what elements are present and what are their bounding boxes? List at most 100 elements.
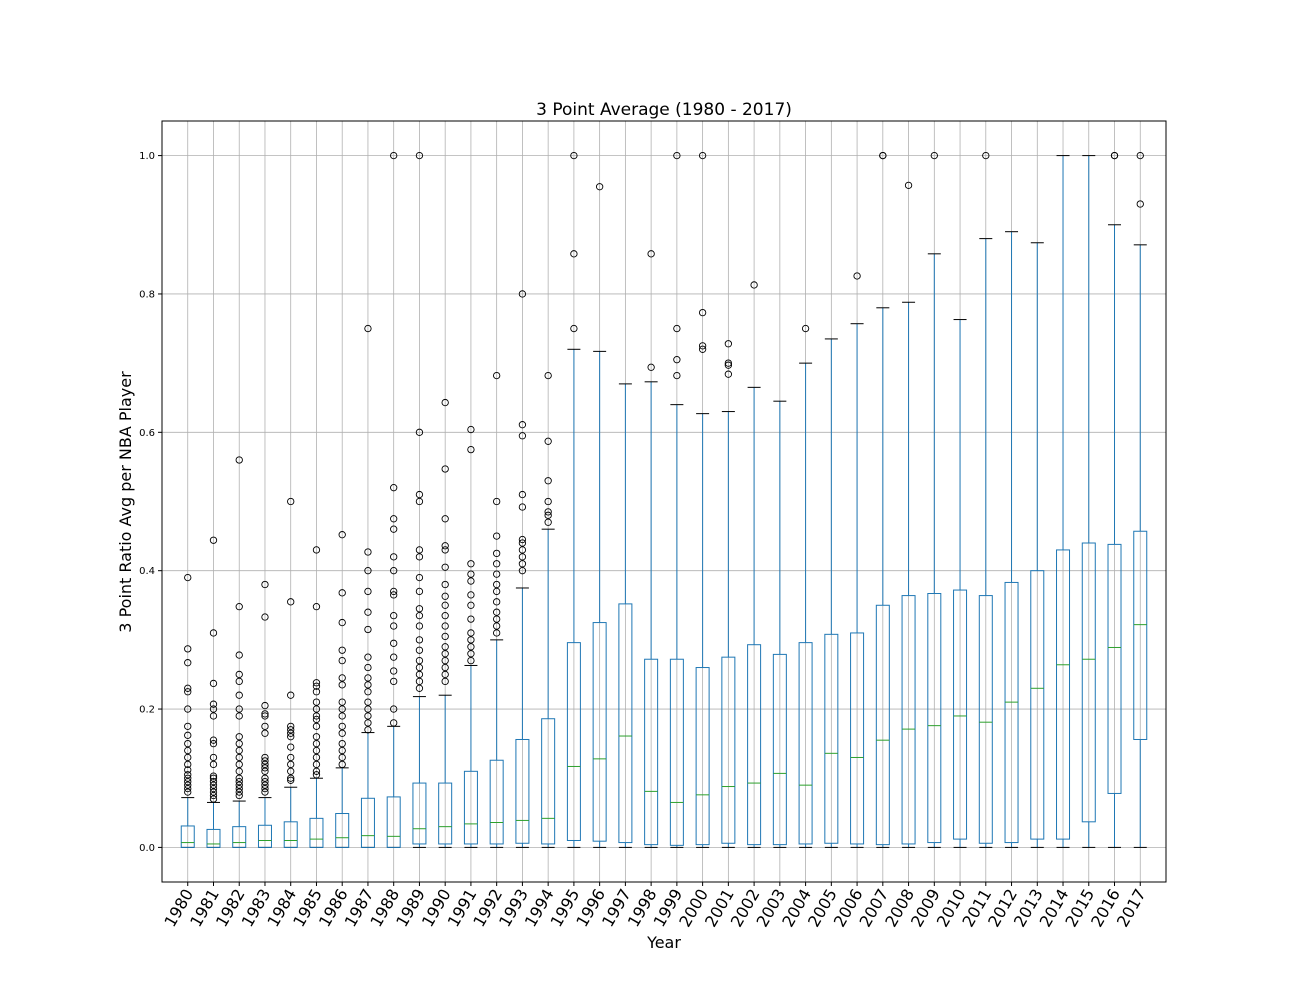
box-2007 xyxy=(875,151,890,848)
outlier-point xyxy=(209,629,218,637)
outlier-point xyxy=(415,151,424,160)
iqr-box xyxy=(798,642,813,845)
outlier-point xyxy=(235,456,243,464)
outlier-point xyxy=(184,774,192,782)
outlier-point xyxy=(287,598,295,606)
outlier-point xyxy=(904,181,913,189)
outlier-point xyxy=(312,767,321,775)
outlier-point xyxy=(184,766,192,774)
outlier-point xyxy=(235,603,243,611)
outlier-point xyxy=(441,580,449,589)
outlier-point xyxy=(235,677,243,686)
outlier-point xyxy=(209,778,218,786)
outlier-point xyxy=(209,739,218,748)
outlier-point xyxy=(364,663,372,672)
outlier-point xyxy=(235,712,243,720)
outlier-point xyxy=(209,700,218,708)
outlier-point xyxy=(647,250,655,258)
outlier-point xyxy=(209,791,218,800)
outlier-point xyxy=(493,497,501,506)
outlier-point xyxy=(390,612,398,620)
outlier-point xyxy=(364,705,372,713)
box-layer xyxy=(180,151,1148,848)
outlier-point xyxy=(209,784,218,793)
iqr-box xyxy=(515,738,530,844)
outlier-point xyxy=(184,659,192,667)
outlier-point xyxy=(312,760,321,769)
outlier-point xyxy=(364,674,372,682)
iqr-box xyxy=(309,817,324,848)
outlier-point xyxy=(261,764,269,772)
iqr-box xyxy=(953,589,968,840)
outlier-point xyxy=(338,753,346,762)
outlier-point xyxy=(724,361,733,369)
outlier-point xyxy=(235,774,243,782)
outlier-point xyxy=(415,646,424,654)
iqr-box xyxy=(644,658,659,846)
box-1998 xyxy=(644,250,659,848)
outlier-point xyxy=(287,726,295,734)
outlier-point xyxy=(338,681,346,689)
outlier-point xyxy=(390,591,398,599)
outlier-point xyxy=(415,605,424,613)
iqr-box xyxy=(283,821,298,848)
box-1996 xyxy=(592,183,607,848)
outlier-point xyxy=(184,688,192,696)
outlier-point xyxy=(209,795,218,803)
outlier-point xyxy=(312,682,321,690)
outlier-point xyxy=(724,370,733,378)
outlier-point xyxy=(312,603,321,611)
outlier-point xyxy=(415,636,424,644)
outlier-point xyxy=(209,753,218,762)
outlier-point xyxy=(287,691,295,699)
outlier-point xyxy=(698,345,707,353)
outlier-point xyxy=(441,398,449,407)
iqr-box xyxy=(618,603,633,844)
outlier-point xyxy=(879,151,887,160)
y-axis-label: 3 Point Ratio Avg per NBA Player xyxy=(116,371,135,633)
outlier-point xyxy=(544,477,552,485)
outlier-point xyxy=(364,698,372,706)
outlier-point xyxy=(518,432,527,440)
outlier-point xyxy=(467,577,475,585)
outlier-point xyxy=(673,324,681,333)
outlier-point xyxy=(312,739,321,748)
outlier-point xyxy=(261,701,269,710)
outlier-point xyxy=(415,656,424,665)
outlier-point xyxy=(544,518,552,526)
iqr-box xyxy=(180,825,195,848)
outlier-point xyxy=(415,553,424,561)
box-2009 xyxy=(927,151,942,848)
outlier-point xyxy=(415,587,424,596)
outlier-point xyxy=(518,560,527,568)
outlier-point xyxy=(235,651,243,659)
outlier-point xyxy=(544,508,552,516)
box-2014 xyxy=(1056,155,1071,848)
outlier-point xyxy=(390,525,398,533)
outlier-point xyxy=(493,598,501,606)
outlier-point xyxy=(261,729,269,737)
outlier-point xyxy=(415,612,424,620)
y-tick-label: 0.4 xyxy=(139,566,155,577)
outlier-point xyxy=(338,646,346,654)
outlier-point xyxy=(493,615,501,623)
outlier-point xyxy=(338,746,346,755)
iqr-box xyxy=(1107,543,1122,794)
outlier-point xyxy=(312,715,321,724)
iqr-box xyxy=(1030,570,1045,840)
outlier-point xyxy=(312,546,321,554)
outlier-point xyxy=(364,608,372,616)
outlier-point xyxy=(364,719,372,727)
outlier-point xyxy=(261,774,269,782)
outlier-point xyxy=(184,753,192,762)
outlier-point xyxy=(209,774,218,782)
outlier-point xyxy=(390,639,398,647)
outlier-point xyxy=(184,645,192,653)
outlier-point xyxy=(312,753,321,762)
iqr-box xyxy=(335,813,350,848)
iqr-box xyxy=(232,826,247,848)
outlier-point xyxy=(364,726,372,734)
outlier-point xyxy=(184,746,192,755)
outlier-point xyxy=(467,629,475,637)
